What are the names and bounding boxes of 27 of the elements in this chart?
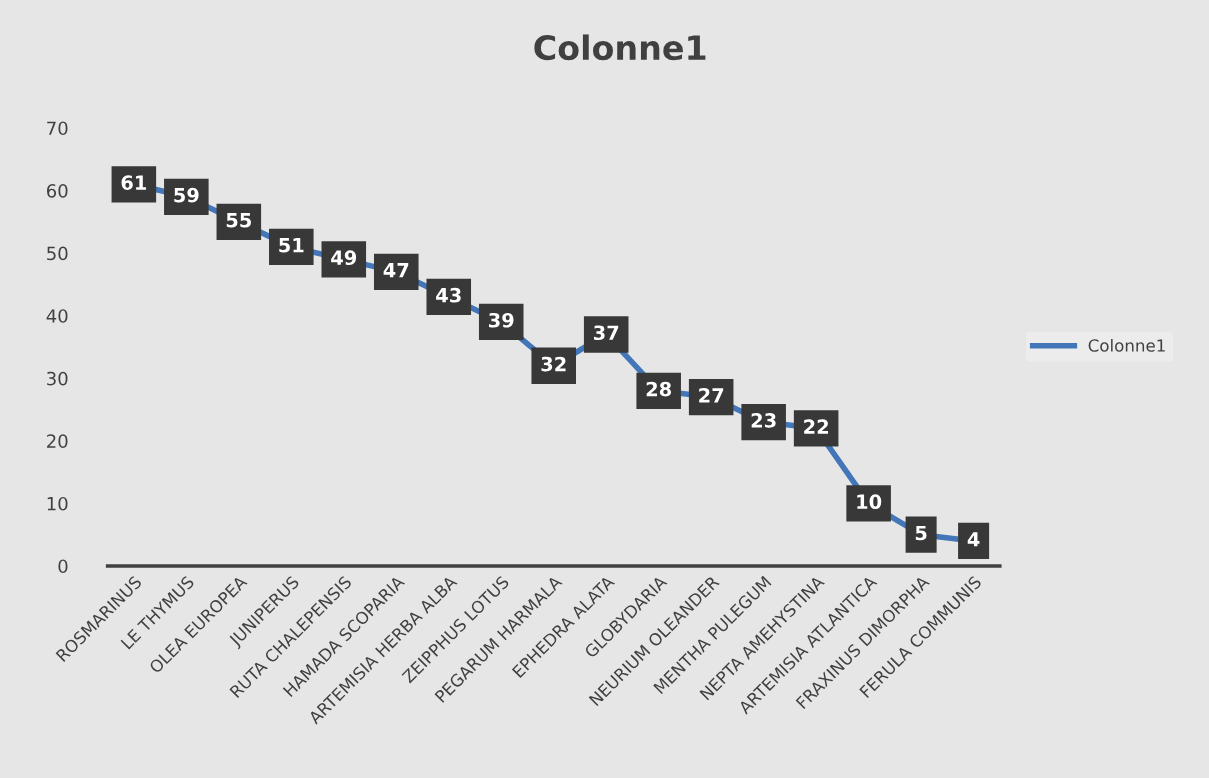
data-label: 55 bbox=[226, 213, 251, 228]
y-tick-label: 70 bbox=[47, 121, 68, 136]
data-label: 22 bbox=[804, 419, 828, 434]
data-label: 47 bbox=[383, 263, 409, 278]
y-tick-label: 0 bbox=[58, 559, 68, 574]
data-label: 5 bbox=[915, 525, 927, 541]
data-label: 51 bbox=[279, 238, 304, 253]
data-label: 28 bbox=[646, 381, 672, 397]
y-tick-label: 50 bbox=[47, 246, 68, 261]
data-label: 4 bbox=[967, 532, 980, 547]
chart-title: Colonne1 bbox=[534, 34, 706, 61]
data-label: 27 bbox=[699, 387, 724, 403]
y-tick-label: 20 bbox=[47, 434, 68, 448]
y-tick-label: 60 bbox=[47, 184, 68, 198]
data-label: 37 bbox=[593, 325, 619, 341]
data-label: 43 bbox=[436, 287, 461, 303]
data-label: 61 bbox=[121, 175, 147, 190]
data-label: 23 bbox=[751, 413, 776, 428]
data-label: 32 bbox=[541, 356, 566, 372]
data-label: 49 bbox=[331, 250, 357, 266]
data-label: 39 bbox=[489, 312, 514, 328]
y-tick-label: 40 bbox=[46, 309, 68, 323]
data-label: 10 bbox=[857, 494, 882, 510]
data-label: 59 bbox=[174, 187, 199, 203]
legend-label: Colonne1 bbox=[1088, 338, 1165, 352]
y-tick-label: 30 bbox=[47, 371, 68, 386]
y-tick-label: 10 bbox=[47, 496, 68, 511]
